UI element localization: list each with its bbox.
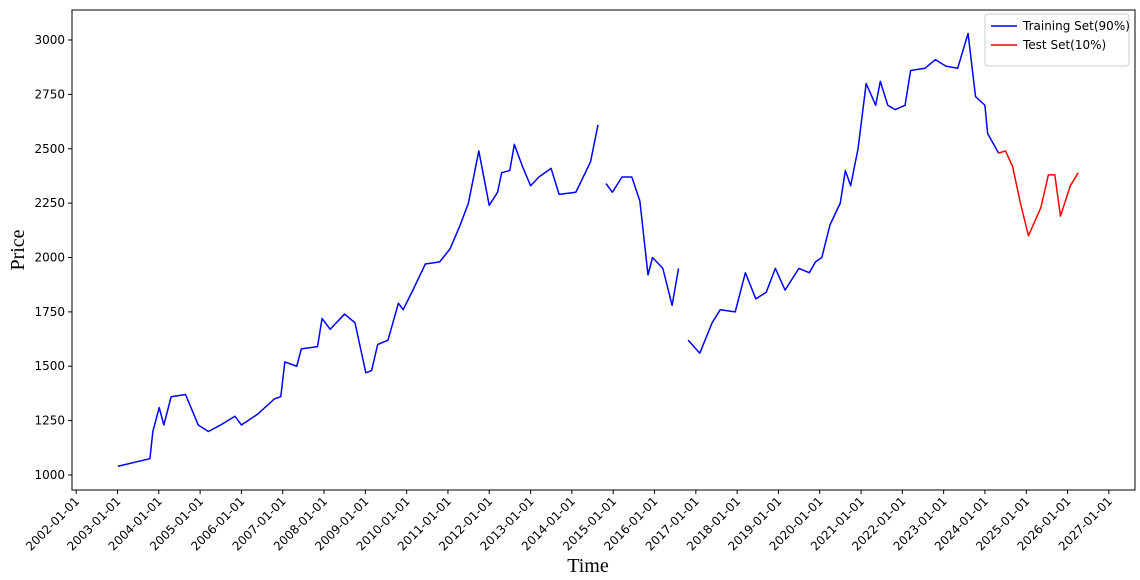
y-tick-label: 2500 (34, 142, 65, 156)
y-tick-label: 2250 (34, 196, 65, 210)
y-tick-label: 2000 (34, 251, 65, 265)
y-tick-label: 1000 (34, 468, 65, 482)
plot-frame (71, 9, 1136, 491)
legend-box (984, 13, 1130, 67)
data-line (998, 150, 1079, 237)
legend-label: Test Set(10%) (1022, 38, 1106, 52)
x-axis-label: Time (567, 555, 609, 577)
legend-label: Training Set(90%) (1022, 19, 1130, 33)
y-tick-label: 1500 (34, 359, 65, 373)
y-axis-label: Price (7, 229, 29, 270)
y-tick-label: 3000 (34, 33, 65, 47)
y-tick-label: 2750 (34, 87, 65, 101)
data-line (117, 32, 1000, 468)
legend: Training Set(90%) Test Set(10%) (984, 13, 1130, 67)
y-tick-label: 1750 (34, 305, 65, 319)
y-tick-label: 1250 (34, 414, 65, 428)
